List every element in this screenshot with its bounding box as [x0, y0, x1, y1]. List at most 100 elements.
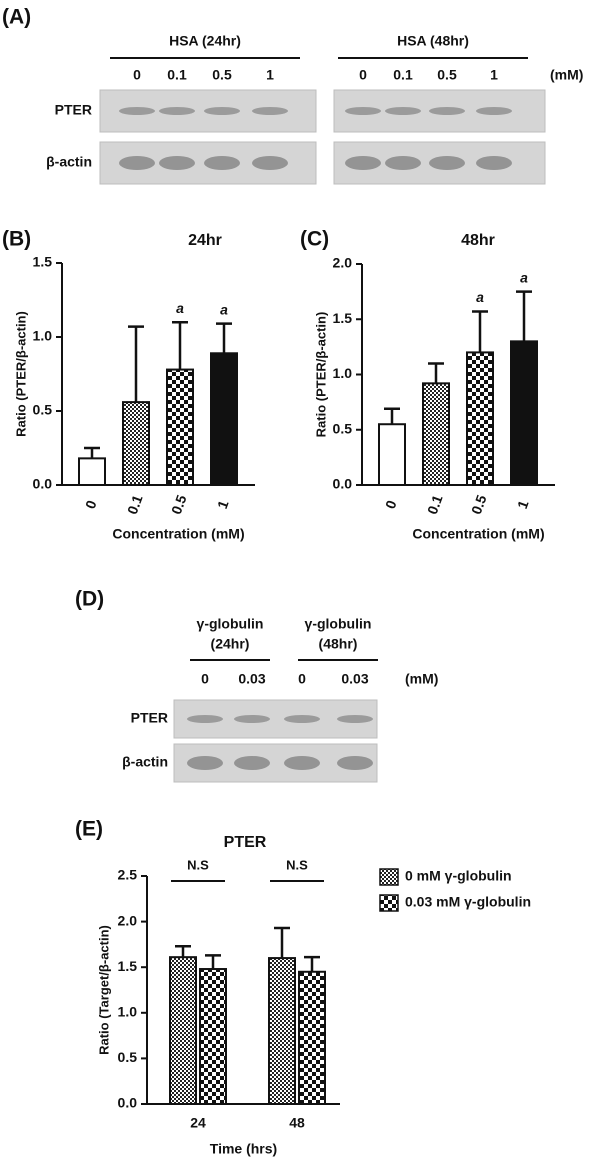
blot-strip — [333, 89, 546, 133]
panel-label: (A) — [2, 6, 31, 29]
lane-label: 0 — [298, 671, 306, 687]
lane-label: 0 — [201, 671, 209, 687]
blot-strip — [173, 743, 378, 783]
y-tick-label: 1.5 — [118, 958, 138, 974]
bar — [199, 968, 227, 1105]
legend-label: 0 mM γ-globulin — [405, 868, 512, 884]
legend-label: 0.03 mM γ-globulin — [405, 894, 531, 910]
x-axis-label: Time (hrs) — [210, 1141, 277, 1157]
error-bar — [516, 290, 532, 342]
panel-label: (D) — [75, 588, 104, 611]
bar — [268, 957, 296, 1106]
y-tick-label: 0.5 — [118, 1049, 138, 1065]
chart-title: 24hr — [188, 232, 222, 249]
x-tick-label: 1 — [514, 498, 532, 511]
annotation: a — [520, 269, 528, 285]
x-tick-label: 0 — [382, 498, 400, 511]
x-tick-label: 0 — [82, 498, 100, 511]
lane-label: 0.03 — [238, 671, 265, 687]
bar — [122, 401, 150, 486]
error-bar — [175, 944, 191, 958]
y-tick-label: 1.0 — [333, 365, 353, 381]
x-tick-label: 24 — [190, 1115, 206, 1131]
bar — [466, 351, 494, 486]
chart-title: 48hr — [461, 232, 495, 249]
bar — [78, 457, 106, 486]
annotation: a — [176, 300, 184, 316]
bar — [298, 970, 326, 1106]
group-period: (24hr) — [211, 636, 250, 652]
bar — [169, 956, 197, 1106]
y-axis-label: Ratio (PTER/β-actin) — [13, 311, 28, 437]
lane-label: 0.03 — [341, 671, 368, 687]
bar — [166, 368, 194, 486]
y-axis-label: Ratio (PTER/β-actin) — [313, 312, 328, 438]
row-label: PTER — [131, 710, 168, 726]
panel-label: (B) — [2, 228, 31, 251]
x-axis-label: Concentration (mM) — [112, 526, 244, 542]
x-tick-label: 1 — [214, 498, 232, 511]
x-tick-label: 0.5 — [168, 492, 190, 516]
y-tick-label: 2.0 — [118, 912, 138, 928]
chart-title: PTER — [224, 834, 267, 851]
unit-label: (mM) — [405, 671, 438, 687]
blot-strip — [173, 699, 378, 739]
lane-label: 0 — [359, 67, 367, 83]
annotation: N.S — [187, 857, 209, 872]
row-label: β-actin — [46, 154, 92, 170]
y-tick-label: 1.0 — [33, 328, 53, 344]
group-label: γ-globulin — [305, 616, 372, 632]
x-tick-label: 48 — [289, 1115, 305, 1131]
y-tick-label: 1.5 — [333, 310, 353, 326]
error-bar — [216, 322, 232, 354]
error-bar — [428, 362, 444, 384]
lane-label: 1 — [490, 67, 498, 83]
y-tick-label: 0.0 — [33, 476, 53, 492]
lane-label: 0.1 — [167, 67, 187, 83]
error-bar — [128, 325, 144, 403]
blot-strip — [99, 89, 317, 133]
row-label: β-actin — [122, 754, 168, 770]
error-bar — [304, 955, 320, 972]
row-label: PTER — [55, 102, 92, 118]
group-label: γ-globulin — [197, 616, 264, 632]
blot-strip — [99, 141, 317, 185]
lane-label: 0 — [133, 67, 141, 83]
x-tick-label: 0.1 — [124, 492, 146, 516]
annotation: N.S — [286, 857, 308, 872]
panel-label: (C) — [300, 228, 329, 251]
bar — [510, 340, 538, 486]
y-axis-label: Ratio (Target/β-actin) — [96, 925, 111, 1055]
annotation: a — [220, 301, 228, 317]
error-bar — [274, 926, 290, 959]
unit-label: (mM) — [550, 67, 583, 83]
blot-strip — [333, 141, 546, 185]
bar — [422, 382, 450, 486]
lane-label: 0.5 — [437, 67, 457, 83]
y-tick-label: 2.5 — [118, 867, 138, 883]
legend-swatch — [379, 894, 399, 912]
error-bar — [472, 310, 488, 353]
bar — [210, 352, 238, 486]
lane-label: 0.1 — [393, 67, 413, 83]
error-bar — [172, 320, 188, 370]
lane-label: 1 — [266, 67, 274, 83]
group-label: HSA (48hr) — [397, 33, 469, 49]
legend-swatch — [379, 868, 399, 886]
panel-label: (E) — [75, 818, 103, 841]
y-tick-label: 0.5 — [333, 420, 353, 436]
y-tick-label: 1.0 — [118, 1004, 138, 1020]
lane-label: 0.5 — [212, 67, 232, 83]
error-bar — [84, 446, 100, 459]
group-label: HSA (24hr) — [169, 33, 241, 49]
y-tick-label: 0.5 — [33, 402, 53, 418]
y-tick-label: 0.0 — [118, 1095, 138, 1111]
x-tick-label: 0.5 — [468, 492, 490, 516]
group-period: (48hr) — [319, 636, 358, 652]
y-tick-label: 0.0 — [333, 476, 353, 492]
x-axis-label: Concentration (mM) — [412, 526, 544, 542]
y-tick-label: 1.5 — [33, 254, 53, 270]
bar — [378, 423, 406, 487]
error-bar — [384, 407, 400, 425]
